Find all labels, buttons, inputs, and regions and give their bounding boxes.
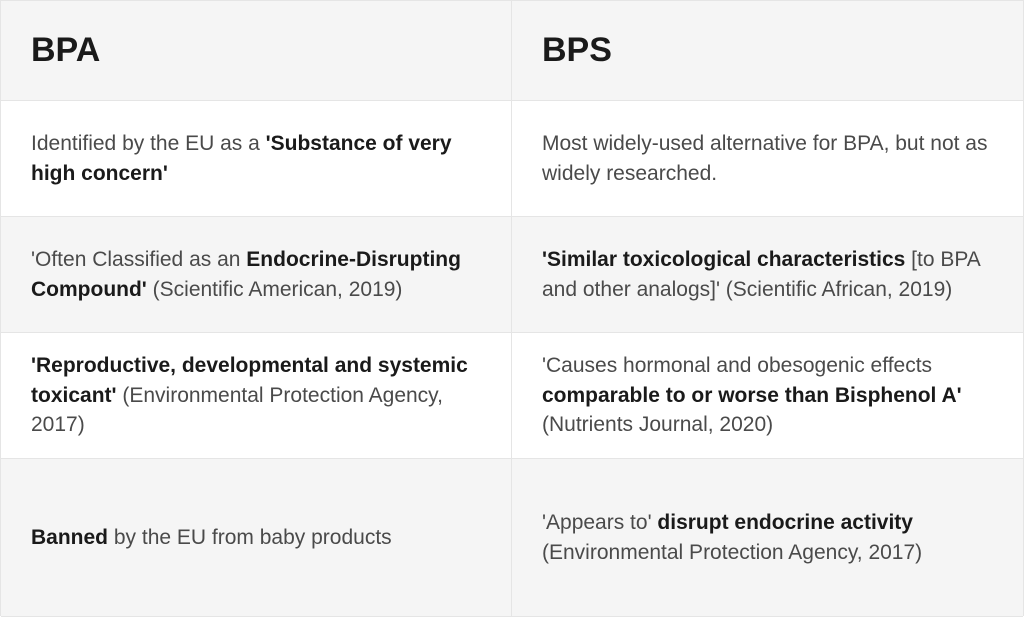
text-segment: comparable to or worse than Bisphenol A' <box>542 384 962 407</box>
text-segment: (Environmental Protection Agency, 2017) <box>542 541 922 564</box>
text-segment: by the EU from baby products <box>108 526 392 549</box>
text-segment: 'Often Classified as an <box>31 248 246 271</box>
table-cell: 'Similar toxicological characteristics [… <box>512 217 1023 333</box>
table-cell: Most widely-used alternative for BPA, bu… <box>512 101 1023 217</box>
text-segment: 'Causes hormonal and obesogenic effects <box>542 354 932 377</box>
table-cell: 'Reproductive, developmental and systemi… <box>1 333 512 459</box>
text-segment: 'Appears to' <box>542 511 657 534</box>
table-cell: 'Causes hormonal and obesogenic effects … <box>512 333 1023 459</box>
text-segment: Banned <box>31 526 108 549</box>
comparison-table: BPA BPS Identified by the EU as a 'Subst… <box>0 0 1024 616</box>
text-segment: (Scientific American, 2019) <box>147 278 403 301</box>
column-header-left: BPA <box>1 1 512 101</box>
text-segment: disrupt endocrine activity <box>657 511 913 534</box>
table-cell: Identified by the EU as a 'Substance of … <box>1 101 512 217</box>
text-segment: 'Similar toxicological characteristics <box>542 248 905 271</box>
table-cell: 'Often Classified as an Endocrine-Disrup… <box>1 217 512 333</box>
text-segment: Identified by the EU as a <box>31 132 266 155</box>
column-header-right: BPS <box>512 1 1023 101</box>
table-cell: Banned by the EU from baby products <box>1 459 512 617</box>
text-segment: (Nutrients Journal, 2020) <box>542 413 773 436</box>
text-segment: Most widely-used alternative for BPA, bu… <box>542 132 988 184</box>
table-cell: 'Appears to' disrupt endocrine activity … <box>512 459 1023 617</box>
